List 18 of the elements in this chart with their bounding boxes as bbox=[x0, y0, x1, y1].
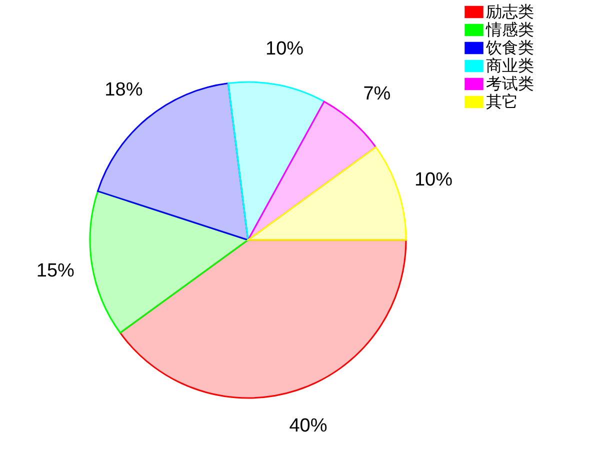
pie-slice bbox=[96, 82, 249, 241]
legend-label: 饮食类 bbox=[485, 38, 534, 57]
data-label: 10% bbox=[414, 170, 453, 191]
data-label: 7% bbox=[363, 84, 391, 105]
pie-slice bbox=[247, 100, 377, 241]
data-label: 40% bbox=[289, 415, 328, 436]
legend-label: 考试类 bbox=[486, 74, 534, 93]
data-label: 15% bbox=[36, 260, 75, 282]
data-label: 10% bbox=[266, 38, 304, 60]
legend-label: 其它 bbox=[486, 92, 518, 111]
data-label: 18% bbox=[104, 80, 143, 101]
legend-label: 情感类 bbox=[485, 20, 534, 39]
legend-label: 励志类 bbox=[486, 2, 534, 21]
pie-slice bbox=[247, 146, 407, 241]
legend-label: 商业类 bbox=[486, 56, 534, 75]
pie-slice bbox=[119, 239, 407, 398]
pie-slice bbox=[89, 190, 249, 334]
pie-slice bbox=[227, 81, 325, 241]
